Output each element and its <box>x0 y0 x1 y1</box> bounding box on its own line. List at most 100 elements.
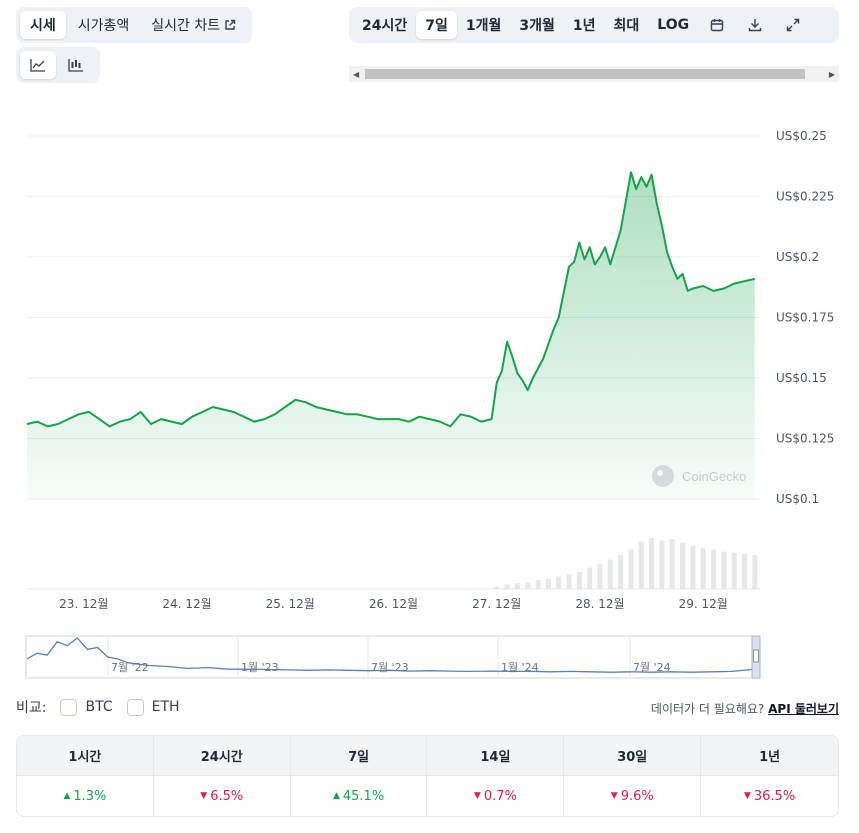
y-tick-label: US$0.25 <box>776 129 827 143</box>
line-chart-icon <box>30 59 45 72</box>
navigator-grip-icon[interactable] <box>753 649 759 663</box>
scrollbar-thumb[interactable] <box>365 69 805 79</box>
volume-bar <box>752 555 758 589</box>
performance-period: 24시간 <box>153 736 290 776</box>
volume-bar <box>535 579 541 589</box>
y-tick-label: US$0.125 <box>776 432 834 446</box>
volume-bar <box>742 553 748 589</box>
compare-eth[interactable]: ETH <box>126 698 180 716</box>
tab-market-cap-label: 시가총액 <box>77 18 130 34</box>
volume-bar <box>628 549 634 589</box>
navigator-chart[interactable]: 7월 '22 1월 '23 7월 '23 1월 '24 7월 '24 <box>0 630 859 682</box>
volume-bar <box>607 559 613 589</box>
line-chart-button[interactable] <box>20 51 56 79</box>
performance-percent: 9.6% <box>620 788 654 804</box>
performance-period: 30일 <box>564 736 701 776</box>
performance-value: ▲ 45.1% <box>291 776 427 816</box>
api-link[interactable]: API 둘러보기 <box>768 702 839 716</box>
range-24h[interactable]: 24시간 <box>362 18 408 34</box>
scroll-right-icon[interactable]: ▶ <box>828 70 835 79</box>
performance-percent: 0.7% <box>483 788 517 804</box>
performance-percent: 1.3% <box>73 788 107 804</box>
compare-bar: 비교: BTC ETH <box>16 697 180 717</box>
performance-value: ▼ 9.6% <box>564 776 700 816</box>
compare-label: 비교: <box>16 700 47 716</box>
volume-bar <box>597 564 603 589</box>
performance-column: 24시간 ▼ 6.5% <box>153 736 291 816</box>
caret-down-icon: ▼ <box>743 791 751 801</box>
volume-bar <box>545 578 551 589</box>
volume-bar <box>638 541 644 589</box>
performance-value: ▼ 0.7% <box>427 776 563 816</box>
navigator-label: 7월 '24 <box>633 661 671 674</box>
range-log[interactable]: LOG <box>657 17 690 33</box>
chart-mode-tabs: 시세 시가총액 실시간 차트 <box>16 7 253 43</box>
range-scrollbar[interactable]: ◀ ▶ <box>349 66 839 82</box>
y-tick-label: US$0.2 <box>776 250 819 264</box>
eth-checkbox[interactable] <box>126 698 144 716</box>
volume-bar <box>618 555 624 589</box>
compare-btc[interactable]: BTC <box>60 698 113 716</box>
candlestick-chart-button[interactable] <box>58 51 94 79</box>
volume-bar <box>576 572 582 589</box>
x-tick-label: 27. 12월 <box>472 597 521 611</box>
performance-period: 7일 <box>290 736 427 776</box>
volume-bar <box>649 538 655 589</box>
performance-column: 14일 ▼ 0.7% <box>427 736 565 816</box>
tab-price[interactable]: 시세 <box>20 11 66 39</box>
range-1m[interactable]: 1개월 <box>465 18 502 34</box>
performance-value: ▼ 36.5% <box>701 776 838 816</box>
volume-bar <box>494 586 500 589</box>
performance-value: ▲ 1.3% <box>17 776 153 816</box>
performance-value: ▼ 6.5% <box>154 776 290 816</box>
performance-column: 1시간 ▲ 1.3% <box>17 736 154 816</box>
volume-bar <box>659 540 665 589</box>
tab-market-cap[interactable]: 시가총액 <box>68 11 140 39</box>
performance-percent: 36.5% <box>753 788 796 804</box>
caret-up-icon: ▲ <box>63 791 71 801</box>
performance-period: 1시간 <box>17 736 153 776</box>
caret-up-icon: ▲ <box>332 791 340 801</box>
download-icon <box>748 19 762 32</box>
volume-bar <box>721 551 727 589</box>
performance-percent: 45.1% <box>342 788 385 804</box>
tab-price-label: 시세 <box>30 18 56 34</box>
volume-bar <box>669 539 675 589</box>
x-tick-label: 23. 12월 <box>59 597 108 611</box>
x-tick-label: 24. 12월 <box>162 597 211 611</box>
range-max[interactable]: 최대 <box>613 18 640 34</box>
range-1y[interactable]: 1년 <box>572 18 596 34</box>
volume-bar <box>566 574 572 589</box>
candlestick-chart-icon <box>68 59 83 72</box>
performance-column: 30일 ▼ 9.6% <box>564 736 702 816</box>
navigator-line <box>26 637 753 673</box>
caret-down-icon: ▼ <box>473 791 481 801</box>
tab-live-chart-label: 실시간 차트 <box>151 18 221 34</box>
y-tick-label: US$0.15 <box>776 371 827 385</box>
compare-btc-label: BTC <box>85 699 113 715</box>
volume-bar <box>525 582 531 589</box>
volume-bar <box>700 548 706 589</box>
range-7d[interactable]: 7일 <box>416 11 457 39</box>
x-tick-label: 26. 12월 <box>369 597 418 611</box>
performance-period: 14일 <box>427 736 564 776</box>
price-line <box>26 171 756 428</box>
range-3m[interactable]: 3개월 <box>519 18 555 34</box>
x-tick-label: 28. 12월 <box>575 597 624 611</box>
expand-button[interactable] <box>774 11 812 39</box>
navigator-label: 1월 '23 <box>241 661 279 674</box>
price-chart: US$0.25 US$0.225 US$0.2 US$0.175 US$0.15 US$0… <box>26 129 834 611</box>
volume-bar <box>731 552 737 589</box>
performance-table: 1시간 ▲ 1.3% 24시간 ▼ 6.5% 7일 ▲ 45.1% 14일 ▼ 0.7% 30일 ▼ 9.6… <box>16 735 839 817</box>
volume-bar <box>587 567 593 589</box>
download-button[interactable] <box>736 11 774 39</box>
calendar-button[interactable] <box>698 11 736 39</box>
scroll-left-icon[interactable]: ◀ <box>353 70 360 79</box>
x-tick-label: 25. 12월 <box>266 597 315 611</box>
navigator-label: 7월 '23 <box>371 661 409 674</box>
api-prompt: 데이터가 더 필요해요? <box>650 702 765 716</box>
btc-checkbox[interactable] <box>60 698 78 716</box>
performance-period: 1년 <box>701 736 838 776</box>
tab-live-chart[interactable]: 실시간 차트 <box>141 11 246 39</box>
volume-bar <box>690 545 696 589</box>
